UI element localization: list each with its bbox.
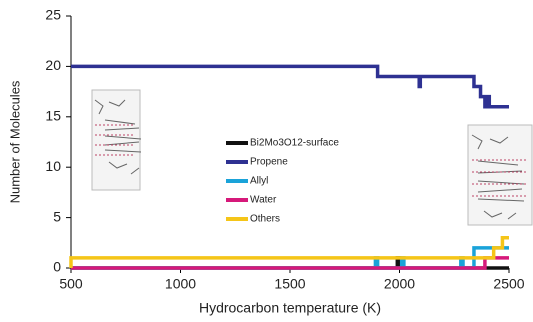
y-axis-label: Number of Molecules: [7, 80, 22, 203]
y-tick-label: 5: [53, 208, 61, 224]
y-tick-label: 15: [45, 108, 61, 124]
x-tick-label: 500: [59, 276, 83, 292]
series-line: [71, 238, 509, 268]
legend-label: Propene: [250, 157, 288, 168]
x-tick-label: 2000: [384, 276, 415, 292]
legend-label: Others: [250, 214, 280, 225]
legend-label: Water: [250, 195, 277, 206]
y-tick-label: 0: [53, 259, 61, 275]
x-tick-label: 1000: [165, 276, 196, 292]
y-tick-label: 25: [45, 7, 61, 23]
page: {"chart_data": {"type": "line", "x_label…: [0, 0, 533, 322]
legend-label: Allyl: [250, 176, 268, 187]
y-tick-label: 20: [45, 57, 61, 73]
chart: Number of Molecules Hydrocarbon temperat…: [0, 0, 533, 322]
x-tick-label: 2500: [493, 276, 524, 292]
x-tick-label: 1500: [274, 276, 305, 292]
legend-label: Bi2Mo3O12-surface: [250, 138, 339, 149]
molecule-image: [468, 125, 532, 225]
molecule-image: [92, 90, 141, 190]
y-tick-label: 10: [45, 158, 61, 174]
x-axis-label: Hydrocarbon temperature (K): [199, 300, 381, 316]
